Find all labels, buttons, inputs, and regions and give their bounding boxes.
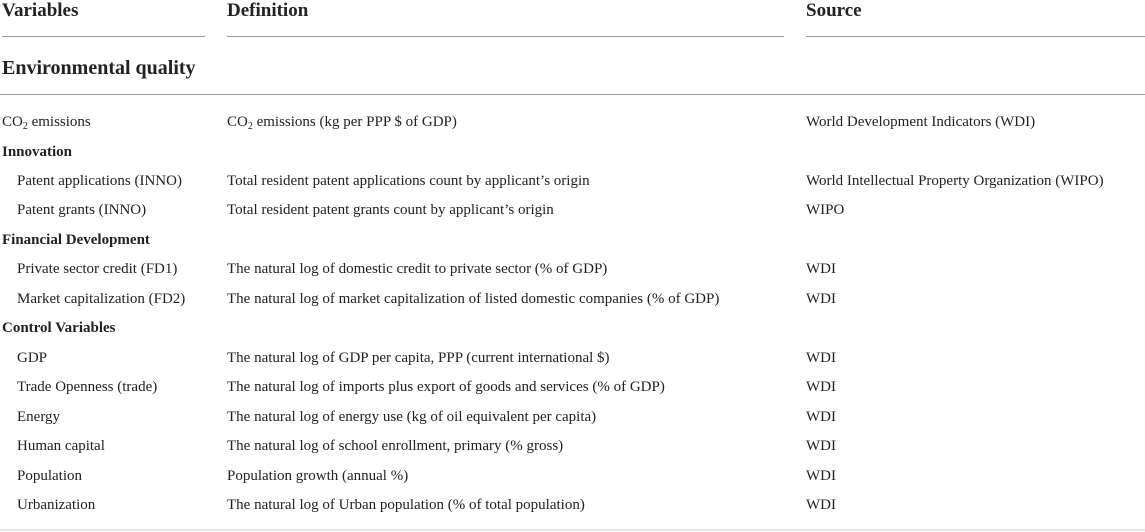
source-cell: World Intellectual Property Organization… — [806, 173, 1104, 189]
definition-cell: The natural log of energy use (kg of oil… — [227, 409, 597, 425]
variable-cell: Energy — [17, 409, 61, 425]
table-row: Energy The natural log of energy use (kg… — [0, 407, 1145, 437]
source-cell: WIPO — [806, 202, 845, 218]
definition-cell: The natural log of imports plus export o… — [227, 379, 665, 395]
definition-cell: Total resident patent applications count… — [227, 173, 590, 189]
group-heading-financial-development: Financial Development — [2, 232, 150, 248]
header-variables: Variables — [2, 0, 79, 21]
table-bottom-rule — [0, 529, 1145, 531]
section-rule — [0, 94, 1145, 95]
definition-cell: The natural log of Urban population (% o… — [227, 497, 585, 513]
table-row: GDP The natural log of GDP per capita, P… — [0, 348, 1145, 378]
header-rule-source — [806, 36, 1145, 37]
definition-cell: Population growth (annual %) — [227, 468, 409, 484]
group-heading-innovation: Innovation — [2, 144, 73, 160]
variable-cell: Private sector credit (FD1) — [17, 261, 178, 277]
variable-cell: Urbanization — [17, 497, 96, 513]
variable-cell: Patent applications (INNO) — [17, 173, 182, 189]
table-row: Urbanization The natural log of Urban po… — [0, 495, 1145, 525]
variable-cell: Patent grants (INNO) — [17, 202, 147, 218]
header-rule-variables — [2, 36, 205, 37]
definition-cell: The natural log of GDP per capita, PPP (… — [227, 350, 610, 366]
table-row: Market capitalization (FD2) The natural … — [0, 289, 1145, 319]
variable-cell: GDP — [17, 350, 48, 366]
variable-cell: Human capital — [17, 438, 105, 454]
header-source: Source — [806, 0, 862, 21]
source-cell: WDI — [806, 468, 836, 484]
variable-cell: Trade Openness (trade) — [17, 379, 158, 395]
table-row: Human capital The natural log of school … — [0, 436, 1145, 466]
table-row: Patent grants (INNO) Total resident pate… — [0, 200, 1145, 230]
table-row: CO2 emissions CO2 emissions (kg per PPP … — [0, 112, 1145, 142]
source-cell: WDI — [806, 291, 836, 307]
table-row: Population Population growth (annual %) … — [0, 466, 1145, 496]
variable-cell: Population — [17, 468, 83, 484]
table-row: Trade Openness (trade) The natural log o… — [0, 377, 1145, 407]
definition-cell: Total resident patent grants count by ap… — [227, 202, 554, 218]
definition-cell: The natural log of domestic credit to pr… — [227, 261, 608, 277]
table-row: Patent applications (INNO) Total residen… — [0, 171, 1145, 201]
source-cell: WDI — [806, 409, 836, 425]
group-heading-control-variables: Control Variables — [2, 320, 116, 336]
definition-cell: The natural log of market capitalization… — [227, 291, 720, 307]
variable-cell: Market capitalization (FD2) — [17, 291, 186, 307]
table-row: Private sector credit (FD1) The natural … — [0, 259, 1145, 289]
source-cell: WDI — [806, 438, 836, 454]
header-definition: Definition — [227, 0, 309, 21]
header-rule-definition — [227, 36, 784, 37]
definition-cell: CO2 emissions (kg per PPP $ of GDP) — [227, 114, 457, 132]
source-cell: WDI — [806, 497, 836, 513]
source-cell: WDI — [806, 350, 836, 366]
source-cell: WDI — [806, 379, 836, 395]
section-title: Environmental quality — [2, 57, 196, 79]
source-cell: World Development Indicators (WDI) — [806, 114, 1036, 130]
source-cell: WDI — [806, 261, 836, 277]
definition-cell: The natural log of school enrollment, pr… — [227, 438, 564, 454]
variable-cell: CO2 emissions — [2, 114, 91, 132]
